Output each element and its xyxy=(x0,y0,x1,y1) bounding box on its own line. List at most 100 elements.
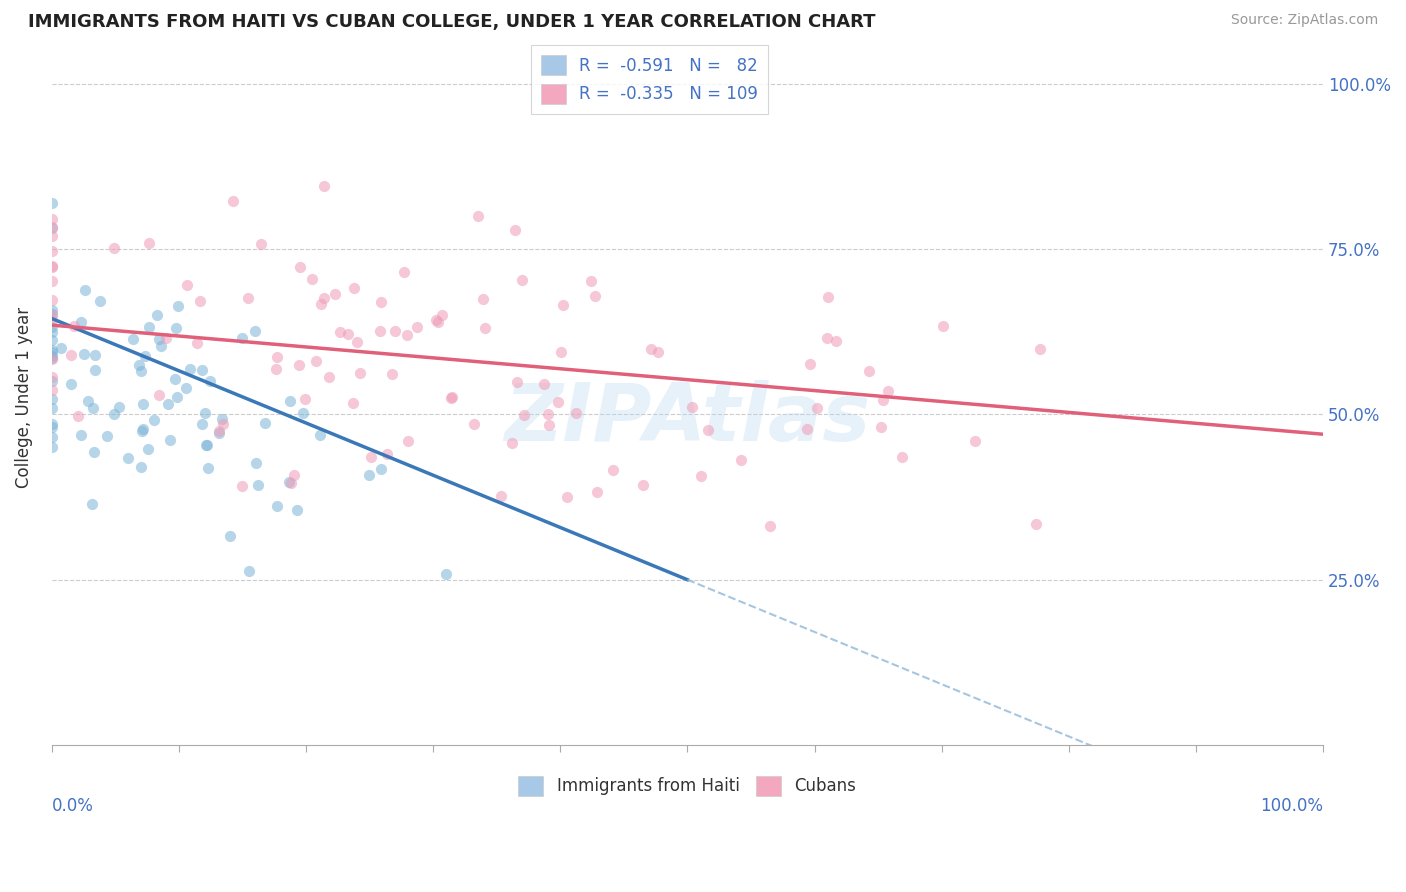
Point xyxy=(198,374,221,388)
Point xyxy=(41,417,63,431)
Point xyxy=(349,366,371,380)
Point xyxy=(41,351,63,365)
Point xyxy=(292,406,315,420)
Point xyxy=(824,334,846,349)
Point xyxy=(69,315,91,329)
Point xyxy=(1025,517,1047,532)
Point xyxy=(41,293,63,307)
Point xyxy=(537,407,560,421)
Point xyxy=(396,327,419,342)
Point xyxy=(278,393,301,408)
Point xyxy=(506,376,529,390)
Point xyxy=(360,450,382,464)
Point xyxy=(806,401,828,415)
Point xyxy=(70,427,93,442)
Point xyxy=(84,348,107,362)
Point xyxy=(41,392,63,406)
Point xyxy=(501,436,523,450)
Text: IMMIGRANTS FROM HAITI VS CUBAN COLLEGE, UNDER 1 YEAR CORRELATION CHART: IMMIGRANTS FROM HAITI VS CUBAN COLLEGE, … xyxy=(28,13,876,31)
Point xyxy=(434,566,457,581)
Point xyxy=(211,411,233,425)
Point xyxy=(394,265,416,279)
Point xyxy=(799,357,821,371)
Point xyxy=(384,325,406,339)
Point xyxy=(122,332,145,346)
Point xyxy=(188,293,211,308)
Point xyxy=(890,450,912,464)
Point xyxy=(370,295,392,310)
Point xyxy=(965,434,987,449)
Point xyxy=(117,451,139,466)
Point xyxy=(564,406,586,420)
Point xyxy=(41,343,63,357)
Point xyxy=(681,401,703,415)
Point xyxy=(312,179,335,194)
Point xyxy=(76,393,98,408)
Point xyxy=(343,281,366,295)
Point xyxy=(264,362,287,376)
Point xyxy=(208,425,231,440)
Point xyxy=(128,358,150,372)
Point xyxy=(41,384,63,398)
Point xyxy=(309,428,332,442)
Point xyxy=(82,497,104,511)
Point xyxy=(132,421,155,435)
Point xyxy=(503,223,526,237)
Point xyxy=(41,260,63,275)
Point xyxy=(167,300,190,314)
Point xyxy=(155,331,177,345)
Text: Source: ZipAtlas.com: Source: ZipAtlas.com xyxy=(1230,13,1378,28)
Point xyxy=(49,341,72,355)
Point xyxy=(583,289,606,303)
Point xyxy=(690,469,713,483)
Point xyxy=(1029,343,1052,357)
Point xyxy=(41,344,63,359)
Point xyxy=(41,319,63,334)
Point xyxy=(759,518,782,533)
Point xyxy=(266,499,288,513)
Point xyxy=(41,211,63,226)
Point xyxy=(41,274,63,288)
Point xyxy=(41,244,63,258)
Point xyxy=(440,390,463,404)
Point xyxy=(41,259,63,273)
Point xyxy=(250,237,273,252)
Point xyxy=(489,489,512,503)
Point xyxy=(730,453,752,467)
Point xyxy=(283,467,305,482)
Point xyxy=(253,416,276,430)
Point xyxy=(290,260,312,274)
Point xyxy=(440,392,463,406)
Point xyxy=(60,377,83,392)
Point xyxy=(467,209,489,223)
Point xyxy=(357,468,380,483)
Text: 0.0%: 0.0% xyxy=(52,797,94,815)
Point xyxy=(551,297,574,311)
Point xyxy=(463,417,485,431)
Point xyxy=(41,351,63,366)
Point xyxy=(375,447,398,461)
Point xyxy=(41,313,63,327)
Point xyxy=(278,475,301,490)
Point xyxy=(245,324,267,338)
Point xyxy=(538,417,561,432)
Point xyxy=(586,485,609,500)
Point xyxy=(245,456,267,470)
Point xyxy=(103,407,125,421)
Point xyxy=(146,308,169,322)
Point xyxy=(815,331,838,345)
Point xyxy=(41,370,63,384)
Point xyxy=(238,291,260,305)
Point xyxy=(41,228,63,243)
Point xyxy=(149,339,172,353)
Point xyxy=(381,367,404,381)
Point xyxy=(579,274,602,288)
Point xyxy=(211,417,233,431)
Point xyxy=(796,422,818,436)
Point xyxy=(301,271,323,285)
Point xyxy=(176,277,198,292)
Point xyxy=(41,325,63,339)
Point xyxy=(136,442,159,457)
Point xyxy=(247,477,270,491)
Point xyxy=(427,315,450,329)
